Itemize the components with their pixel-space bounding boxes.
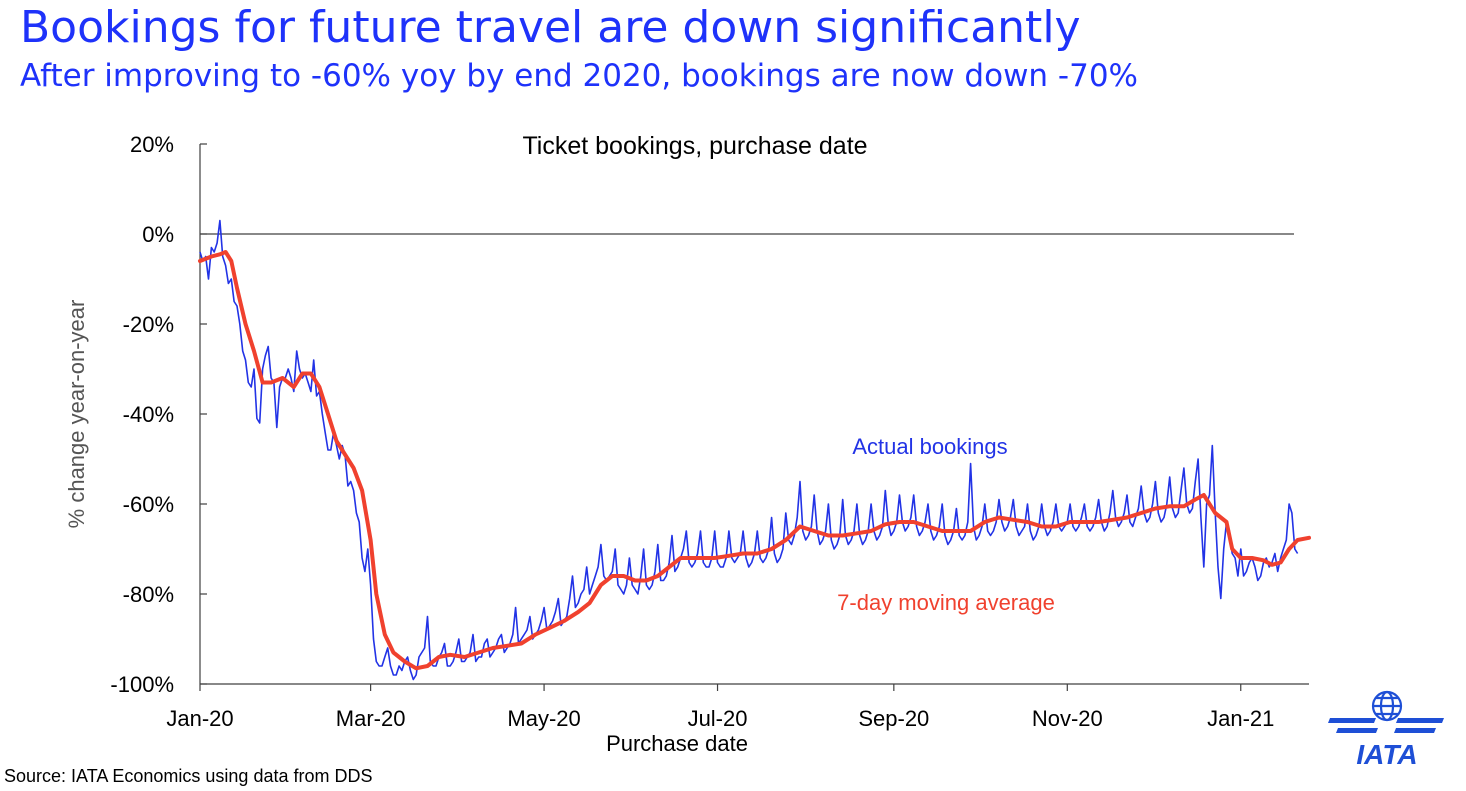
- y-axis-label: % change year-on-year: [64, 300, 89, 529]
- y-tick-label: -100%: [110, 672, 174, 697]
- x-tick-group: Jan-20 Mar-20 May-20 Jul-20 Sep-20 Nov-20 Jan-…: [166, 684, 1274, 731]
- iata-logo: IATA: [1328, 690, 1444, 768]
- x-tick-label: Jan-21: [1207, 706, 1274, 731]
- globe-icon: [1371, 690, 1403, 722]
- x-tick-label: May-20: [507, 706, 580, 731]
- x-tick-label: Nov-20: [1032, 706, 1103, 731]
- x-axis-label: Purchase date: [606, 731, 748, 756]
- y-tick-group: 20% 0% -20% -40% -60% -80% -100%: [110, 132, 207, 697]
- source-note: Source: IATA Economics using data from D…: [4, 766, 373, 786]
- y-tick-label: 20%: [130, 132, 174, 157]
- x-tick-label: Jul-20: [688, 706, 748, 731]
- wing-stripes-icon: [1328, 718, 1444, 733]
- chart-title: Ticket bookings, purchase date: [522, 132, 867, 160]
- x-tick-label: Mar-20: [336, 706, 406, 731]
- page-title: Bookings for future travel are down sign…: [20, 2, 1081, 53]
- x-tick-label: Sep-20: [858, 706, 929, 731]
- iata-logo-text: IATA: [1356, 739, 1417, 768]
- series-line-actual-bookings: [199, 219, 1299, 681]
- y-tick-label: 0%: [142, 222, 174, 247]
- series-label-actual-bookings: Actual bookings: [852, 434, 1007, 459]
- y-tick-label: -60%: [123, 492, 174, 517]
- x-axis: Jan-20 Mar-20 May-20 Jul-20 Sep-20 Nov-20 Jan-…: [166, 683, 1309, 731]
- page-subtitle: After improving to -60% yoy by end 2020,…: [20, 58, 1139, 94]
- x-tick-label: Jan-20: [166, 706, 233, 731]
- y-tick-label: -20%: [123, 312, 174, 337]
- y-axis: 20% 0% -20% -40% -60% -80% -100%: [110, 132, 207, 697]
- y-tick-label: -80%: [123, 582, 174, 607]
- series-label-moving-average: 7-day moving average: [837, 590, 1055, 615]
- series-line-moving-average: [198, 250, 1311, 671]
- y-tick-label: -40%: [123, 402, 174, 427]
